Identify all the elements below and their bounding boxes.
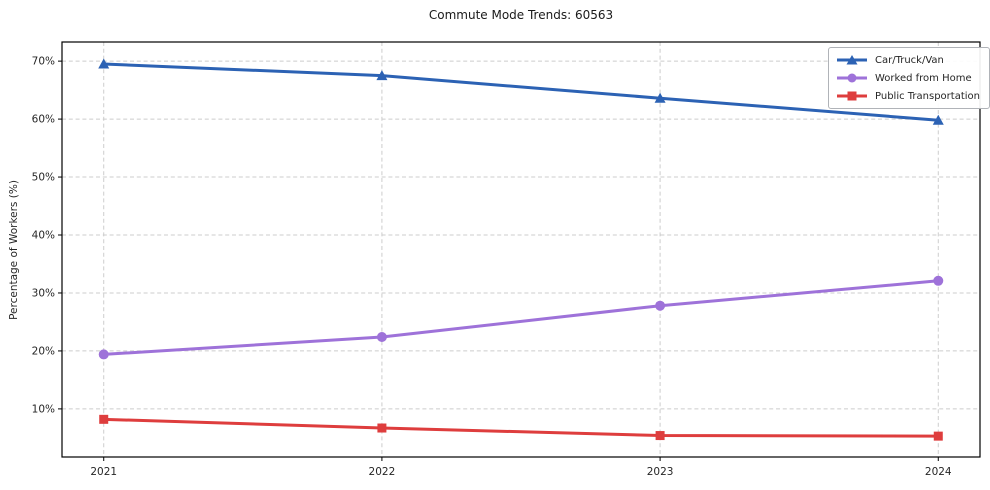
chart-title: Commute Mode Trends: 60563	[428, 8, 614, 22]
legend-label: Worked from Home	[875, 72, 972, 84]
legend-marker	[847, 73, 857, 83]
legend-item-car-truck-van: Car/Truck/Van	[836, 51, 980, 69]
legend-swatch-triangle-icon	[837, 55, 867, 65]
data-point-public-transportation	[99, 414, 109, 424]
data-point-worked-from-home	[376, 332, 387, 343]
legend-label: Car/Truck/Van	[875, 54, 944, 66]
legend-swatch-circle-icon	[837, 73, 867, 83]
data-point-worked-from-home	[933, 275, 944, 286]
series-line-worked-from-home	[102, 279, 940, 356]
legend-swatch-square-icon	[837, 91, 867, 101]
y-tick-label: 60%	[32, 114, 55, 126]
y-tick-label: 70%	[32, 56, 55, 68]
legend-marker	[847, 91, 857, 101]
data-point-public-transportation	[933, 431, 943, 441]
y-tick-label: 20%	[32, 345, 55, 357]
legend-item-public-transportation: Public Transportation	[836, 87, 980, 105]
x-tick-label: 2021	[90, 466, 117, 478]
legend-label: Public Transportation	[875, 90, 980, 102]
y-tick-label: 40%	[32, 230, 55, 242]
data-point-car-truck-van	[932, 114, 944, 125]
data-point-car-truck-van	[654, 92, 666, 103]
plot-frame	[61, 41, 981, 458]
data-point-public-transportation	[377, 423, 387, 433]
data-point-car-truck-van	[98, 58, 110, 69]
legend: Car/Truck/Van Worked from Home Public Tran…	[828, 47, 990, 109]
y-tick-label: 50%	[32, 172, 55, 184]
data-point-public-transportation	[655, 431, 665, 441]
data-point-worked-from-home	[98, 349, 109, 360]
y-tick-label: 30%	[32, 287, 55, 299]
series-line-car-truck-van	[102, 62, 940, 122]
data-point-worked-from-home	[655, 300, 666, 311]
x-tick-label: 2022	[369, 466, 396, 478]
data-point-car-truck-van	[376, 70, 388, 81]
series-line-public-transportation	[102, 417, 940, 438]
x-tick-label: 2024	[925, 466, 952, 478]
y-tick-label: 10%	[32, 403, 55, 415]
legend-item-worked-from-home: Worked from Home	[836, 69, 980, 87]
x-tick-label: 2023	[647, 466, 674, 478]
legend-marker	[846, 55, 858, 65]
